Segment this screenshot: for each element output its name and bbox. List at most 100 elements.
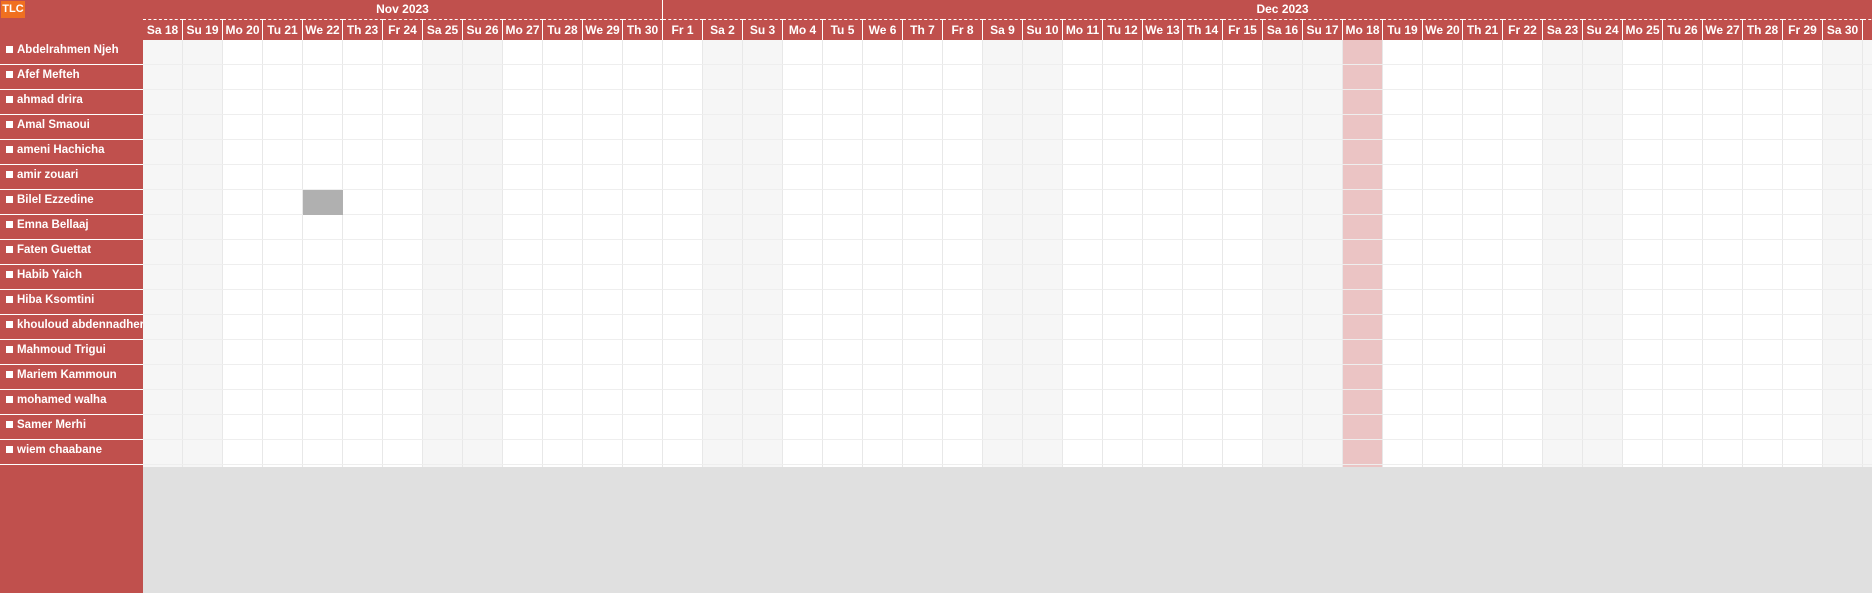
- resource-row[interactable]: khouloud abdennadher: [0, 315, 143, 340]
- day-header[interactable]: Mo 25: [1623, 19, 1663, 40]
- day-column[interactable]: [143, 40, 183, 467]
- day-header[interactable]: Th 28: [1743, 19, 1783, 40]
- day-column[interactable]: [703, 40, 743, 467]
- resource-row[interactable]: ameni Hachicha: [0, 140, 143, 165]
- day-header[interactable]: Th 23: [343, 19, 383, 40]
- day-header[interactable]: We 6: [863, 19, 903, 40]
- day-header[interactable]: Tu 19: [1383, 19, 1423, 40]
- day-column[interactable]: [1303, 40, 1343, 467]
- day-header[interactable]: Fr 22: [1503, 19, 1543, 40]
- day-column[interactable]: [623, 40, 663, 467]
- day-header[interactable]: Sa 2: [703, 19, 743, 40]
- day-header[interactable]: Tu 5: [823, 19, 863, 40]
- day-header[interactable]: Su 19: [183, 19, 223, 40]
- day-column[interactable]: [223, 40, 263, 467]
- day-column[interactable]: [1463, 40, 1503, 467]
- day-column[interactable]: [1703, 40, 1743, 467]
- resource-row[interactable]: Habib Yaich: [0, 265, 143, 290]
- day-header[interactable]: Th 7: [903, 19, 943, 40]
- resource-row[interactable]: Afef Mefteh: [0, 65, 143, 90]
- day-header[interactable]: Fr 15: [1223, 19, 1263, 40]
- resource-row[interactable]: Samer Merhi: [0, 415, 143, 440]
- day-column[interactable]: [183, 40, 223, 467]
- schedule-grid[interactable]: [143, 40, 1872, 467]
- day-column[interactable]: [1183, 40, 1223, 467]
- day-column[interactable]: [743, 40, 783, 467]
- day-column[interactable]: [343, 40, 383, 467]
- day-column[interactable]: [903, 40, 943, 467]
- day-column[interactable]: [783, 40, 823, 467]
- day-header[interactable]: Su 24: [1583, 19, 1623, 40]
- day-header[interactable]: Su 17: [1303, 19, 1343, 40]
- day-header[interactable]: Tu 12: [1103, 19, 1143, 40]
- resource-row[interactable]: Hiba Ksomtini: [0, 290, 143, 315]
- resource-row[interactable]: wiem chaabane: [0, 440, 143, 465]
- day-column[interactable]: [1823, 40, 1863, 467]
- day-column[interactable]: [663, 40, 703, 467]
- day-column[interactable]: [1063, 40, 1103, 467]
- day-header[interactable]: Th 21: [1463, 19, 1503, 40]
- day-column[interactable]: [383, 40, 423, 467]
- day-column[interactable]: [1743, 40, 1783, 467]
- day-column[interactable]: [1103, 40, 1143, 467]
- day-header[interactable]: Su 26: [463, 19, 503, 40]
- day-header[interactable]: We 22: [303, 19, 343, 40]
- day-column[interactable]: [1503, 40, 1543, 467]
- day-column[interactable]: [1623, 40, 1663, 467]
- day-column[interactable]: [943, 40, 983, 467]
- day-column[interactable]: [503, 40, 543, 467]
- day-column[interactable]: [463, 40, 503, 467]
- day-header[interactable]: Mo 20: [223, 19, 263, 40]
- day-column[interactable]: [1023, 40, 1063, 467]
- day-column[interactable]: [1543, 40, 1583, 467]
- day-column[interactable]: [1783, 40, 1823, 467]
- day-column[interactable]: [1383, 40, 1423, 467]
- day-column[interactable]: [543, 40, 583, 467]
- resource-row[interactable]: Emna Bellaaj: [0, 215, 143, 240]
- day-column[interactable]: [823, 40, 863, 467]
- day-header[interactable]: Th 30: [623, 19, 663, 40]
- resource-row[interactable]: mohamed walha: [0, 390, 143, 415]
- day-column[interactable]: [1583, 40, 1623, 467]
- day-column[interactable]: [1663, 40, 1703, 467]
- day-header[interactable]: Tu 28: [543, 19, 583, 40]
- day-header[interactable]: Sa 30: [1823, 19, 1863, 40]
- resource-row[interactable]: ahmad drira: [0, 90, 143, 115]
- resource-row[interactable]: Abdelrahmen Njeh: [0, 40, 143, 65]
- day-column[interactable]: [1863, 40, 1872, 467]
- day-header[interactable]: Tu 21: [263, 19, 303, 40]
- day-header[interactable]: Th 14: [1183, 19, 1223, 40]
- day-header[interactable]: Fr 24: [383, 19, 423, 40]
- day-column[interactable]: [303, 40, 343, 467]
- day-column[interactable]: [263, 40, 303, 467]
- day-header[interactable]: Mo 4: [783, 19, 823, 40]
- day-header[interactable]: Sa 16: [1263, 19, 1303, 40]
- day-header[interactable]: Fr 1: [663, 19, 703, 40]
- day-column[interactable]: [423, 40, 463, 467]
- day-header[interactable]: Fr 8: [943, 19, 983, 40]
- day-header[interactable]: Su 10: [1023, 19, 1063, 40]
- day-header[interactable]: We 27: [1703, 19, 1743, 40]
- day-column[interactable]: [863, 40, 903, 467]
- day-header[interactable]: Sa 18: [143, 19, 183, 40]
- day-header[interactable]: We 20: [1423, 19, 1463, 40]
- resource-row[interactable]: Amal Smaoui: [0, 115, 143, 140]
- event-block[interactable]: [303, 190, 343, 215]
- day-header[interactable]: Sa 25: [423, 19, 463, 40]
- day-header[interactable]: Fr 29: [1783, 19, 1823, 40]
- day-header[interactable]: Su 3: [743, 19, 783, 40]
- resource-row[interactable]: Mariem Kammoun: [0, 365, 143, 390]
- resource-row[interactable]: Mahmoud Trigui: [0, 340, 143, 365]
- day-column[interactable]: [1423, 40, 1463, 467]
- day-column[interactable]: [983, 40, 1023, 467]
- day-header[interactable]: We 13: [1143, 19, 1183, 40]
- day-header[interactable]: Mo 27: [503, 19, 543, 40]
- day-column[interactable]: [1263, 40, 1303, 467]
- resource-row[interactable]: Bilel Ezzedine: [0, 190, 143, 215]
- day-column[interactable]: [1223, 40, 1263, 467]
- resource-row[interactable]: amir zouari: [0, 165, 143, 190]
- day-column[interactable]: [583, 40, 623, 467]
- day-column[interactable]: [1143, 40, 1183, 467]
- today-column[interactable]: [1343, 40, 1383, 467]
- resource-row[interactable]: Faten Guettat: [0, 240, 143, 265]
